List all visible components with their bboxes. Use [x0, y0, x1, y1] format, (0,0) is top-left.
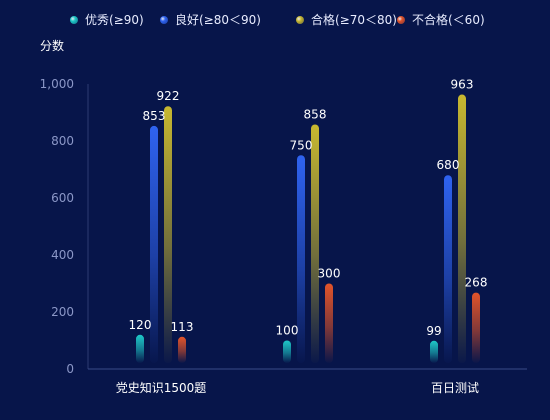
legend-label: 优秀(≥90) [85, 13, 144, 27]
bar-value-label: 120 [129, 318, 152, 332]
y-tick-label: 0 [66, 362, 74, 376]
x-axis: 党史知识1500题 百日测试 [88, 368, 527, 395]
bar-value-label: 750 [290, 138, 313, 152]
legend-marker [296, 16, 304, 24]
legend-marker [160, 16, 168, 24]
x-category-label: 党史知识1500题 [116, 380, 207, 395]
bar-value-label: 963 [451, 78, 474, 92]
bar-value-label: 853 [143, 109, 166, 123]
bar-value-label: 300 [318, 267, 341, 281]
bar-value-label: 268 [465, 276, 488, 290]
y-axis: 0 200 400 600 800 1,000 [40, 77, 89, 376]
bar[interactable] [458, 94, 466, 364]
bar[interactable] [150, 125, 158, 364]
legend-item[interactable]: 不合格(＜60) [397, 12, 485, 27]
bar[interactable] [325, 283, 333, 364]
legend-label: 良好(≥80＜90) [175, 12, 261, 27]
y-axis-unit-label: 分数 [40, 38, 64, 53]
bar[interactable] [444, 175, 452, 363]
bar[interactable] [283, 340, 291, 364]
bar[interactable] [472, 292, 480, 363]
bar[interactable] [430, 340, 438, 363]
y-tick-label: 800 [51, 134, 74, 148]
data-labels: 120 853 922 113 100 750 858 300 99 680 963 268 [129, 78, 488, 338]
legend-marker [397, 16, 405, 24]
legend-item[interactable]: 合格(≥70＜80) [296, 12, 397, 27]
bar-value-label: 680 [437, 158, 460, 172]
legend-label: 合格(≥70＜80) [311, 12, 397, 27]
bars [136, 94, 480, 364]
bar-value-label: 99 [426, 324, 441, 338]
bar[interactable] [297, 155, 305, 363]
legend-item[interactable]: 优秀(≥90) [70, 13, 144, 27]
legend: 优秀(≥90) 良好(≥80＜90) 合格(≥70＜80) 不合格(＜60) [70, 12, 485, 27]
legend-label: 不合格(＜60) [412, 12, 485, 27]
bar-value-label: 100 [276, 324, 299, 338]
bar-value-label: 922 [157, 89, 180, 103]
bar-value-label: 113 [171, 320, 194, 334]
bar[interactable] [164, 106, 172, 363]
bar[interactable] [136, 334, 144, 363]
y-tick-label: 600 [51, 191, 74, 205]
bar[interactable] [178, 336, 186, 363]
legend-item[interactable]: 良好(≥80＜90) [160, 12, 261, 27]
y-tick-label: 200 [51, 305, 74, 319]
x-category-label: 百日测试 [431, 380, 479, 395]
bar[interactable] [311, 124, 319, 363]
legend-marker [70, 16, 78, 24]
y-tick-label: 1,000 [40, 77, 74, 91]
bar-value-label: 858 [304, 107, 327, 121]
y-tick-label: 400 [51, 248, 74, 262]
